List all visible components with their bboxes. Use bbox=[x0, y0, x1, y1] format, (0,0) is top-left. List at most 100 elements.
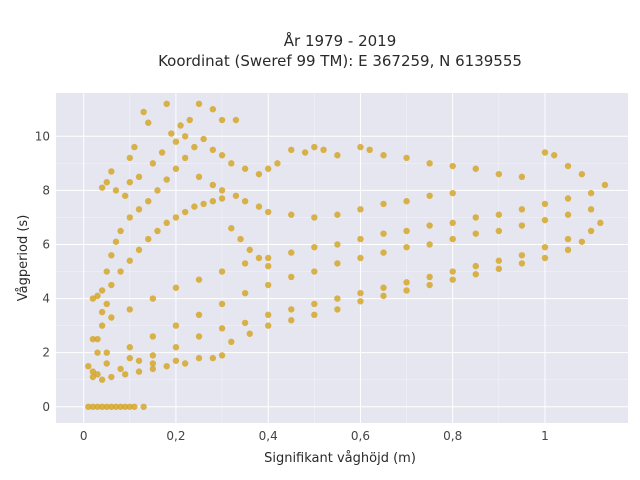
scatter-point bbox=[85, 403, 92, 410]
scatter-point bbox=[241, 165, 249, 172]
scatter-point bbox=[288, 249, 295, 256]
chart-title-line1: År 1979 - 2019 bbox=[284, 31, 397, 50]
scatter-point bbox=[366, 146, 373, 154]
scatter-point bbox=[495, 257, 503, 264]
scatter-point bbox=[241, 289, 249, 297]
scatter-point bbox=[108, 314, 115, 321]
y-tick-labels: 0 2 4 6 8 10 bbox=[35, 129, 50, 413]
scatter-point bbox=[357, 235, 364, 243]
scatter-point bbox=[311, 243, 318, 251]
scatter-point bbox=[209, 197, 217, 205]
chart-title-line2: Koordinat (Sweref 99 TM): E 367259, N 61… bbox=[158, 52, 522, 70]
scatter-point bbox=[255, 254, 263, 262]
scatter-point bbox=[218, 300, 226, 308]
scatter-point bbox=[334, 306, 341, 313]
scatter-point bbox=[380, 249, 387, 256]
scatter-point bbox=[131, 143, 138, 151]
scatter-point bbox=[154, 187, 161, 194]
scatter-point bbox=[311, 143, 318, 151]
scatter-point bbox=[126, 257, 134, 264]
scatter-point bbox=[232, 192, 240, 199]
scatter-point bbox=[564, 235, 572, 243]
y-tick-label: 0 bbox=[42, 400, 50, 414]
scatter-point bbox=[112, 238, 120, 245]
scatter-point bbox=[426, 222, 433, 229]
scatter-point bbox=[191, 143, 198, 151]
scatter-point bbox=[154, 227, 161, 235]
scatter-point bbox=[449, 189, 456, 197]
scatter-point bbox=[426, 192, 433, 199]
scatter-point bbox=[149, 365, 157, 373]
scatter-point bbox=[564, 195, 572, 202]
scatter-point bbox=[541, 200, 549, 208]
scatter-point bbox=[181, 133, 189, 140]
scatter-point bbox=[200, 135, 207, 143]
scatter-point bbox=[426, 241, 433, 248]
scatter-point bbox=[126, 403, 134, 410]
scatter-point bbox=[472, 165, 479, 172]
scatter-point bbox=[264, 254, 272, 262]
scatter-point bbox=[564, 211, 572, 218]
scatter-point bbox=[587, 189, 595, 197]
scatter-point bbox=[149, 333, 157, 340]
scatter-point bbox=[195, 311, 203, 319]
scatter-point bbox=[255, 170, 263, 178]
x-tick-label: 0,6 bbox=[351, 429, 370, 443]
scatter-point bbox=[126, 344, 134, 351]
scatter-point bbox=[103, 360, 110, 367]
scatter-point bbox=[288, 211, 295, 218]
scatter-point bbox=[149, 295, 157, 302]
scatter-point bbox=[172, 322, 180, 329]
scatter-point bbox=[380, 152, 387, 159]
scatter-point bbox=[518, 206, 526, 213]
scatter-point bbox=[181, 154, 189, 162]
scatter-point bbox=[94, 403, 101, 410]
scatter-point bbox=[426, 160, 433, 167]
scatter-point bbox=[403, 197, 410, 205]
scatter-point bbox=[108, 373, 115, 381]
scatter-point bbox=[550, 152, 558, 159]
scatter-point bbox=[85, 362, 92, 370]
x-axis-label: Signifikant våghöjd (m) bbox=[264, 451, 416, 466]
scatter-point bbox=[311, 311, 318, 319]
scatter-point bbox=[564, 246, 572, 254]
scatter-point bbox=[163, 219, 170, 227]
scatter-point bbox=[181, 360, 189, 367]
scatter-point bbox=[135, 357, 143, 364]
scatter-point bbox=[98, 376, 106, 383]
scatter-point bbox=[195, 354, 203, 362]
scatter-point bbox=[495, 227, 503, 235]
scatter-point bbox=[103, 179, 110, 186]
scatter-point bbox=[449, 276, 456, 283]
scatter-point bbox=[255, 203, 263, 210]
scatter-point bbox=[89, 403, 97, 410]
scatter-point bbox=[209, 146, 217, 154]
scatter-point bbox=[264, 165, 272, 172]
scatter-point bbox=[357, 254, 364, 262]
scatter-point bbox=[94, 335, 101, 343]
scatter-point bbox=[334, 241, 341, 248]
scatter-point bbox=[426, 281, 433, 289]
scatter-point bbox=[218, 152, 226, 159]
scatter-point bbox=[103, 349, 110, 356]
scatter-point bbox=[186, 116, 193, 124]
scatter-point bbox=[357, 143, 364, 151]
scatter-point bbox=[357, 289, 364, 297]
scatter-point bbox=[94, 292, 101, 300]
scatter-point bbox=[163, 176, 170, 183]
scatter-point bbox=[264, 311, 272, 319]
scatter-point bbox=[108, 281, 115, 289]
scatter-point bbox=[311, 268, 318, 275]
scatter-point bbox=[98, 403, 106, 410]
scatter-point bbox=[126, 179, 134, 186]
scatter-point bbox=[274, 160, 281, 167]
scatter-point bbox=[449, 219, 456, 227]
scatter-point bbox=[218, 352, 226, 359]
scatter-point bbox=[218, 195, 226, 202]
scatter-point bbox=[195, 276, 203, 283]
scatter-point bbox=[89, 295, 97, 302]
scatter-point bbox=[149, 352, 157, 359]
scatter-point bbox=[334, 211, 341, 218]
scatter-point bbox=[140, 108, 147, 116]
scatter-point bbox=[200, 200, 207, 208]
